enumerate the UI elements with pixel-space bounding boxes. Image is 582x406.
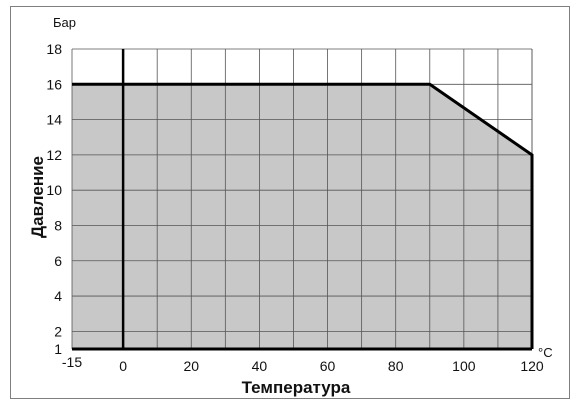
x-tick-label: 100 <box>452 358 476 374</box>
y-tick-label: 8 <box>54 217 62 233</box>
y-tick-label: 2 <box>54 323 62 339</box>
x-tick-label: 60 <box>320 358 336 374</box>
y-tick-label: 1 <box>54 341 62 357</box>
x-tick-label: 20 <box>183 358 199 374</box>
x-tick-label: 120 <box>520 358 544 374</box>
y-axis-title: Давление <box>28 156 47 238</box>
y-tick-label: 16 <box>46 76 62 92</box>
x-tick-label: 40 <box>252 358 268 374</box>
x-unit-label: °C <box>538 345 553 360</box>
x-axis-title: Температура <box>242 378 351 397</box>
y-tick-label: 6 <box>54 253 62 269</box>
pressure-temperature-chart: Бар °C Давление Температура 124681012141… <box>28 15 553 397</box>
operating-area-fill <box>72 84 532 349</box>
x-tick-label: 0 <box>119 358 127 374</box>
x-tick-label: -15 <box>62 354 82 370</box>
y-tick-label: 12 <box>46 147 62 163</box>
y-tick-label: 18 <box>46 41 62 57</box>
x-tick-label: 80 <box>388 358 404 374</box>
y-tick-label: 4 <box>54 288 62 304</box>
y-unit-label: Бар <box>53 15 76 30</box>
y-tick-label: 14 <box>46 112 62 128</box>
pressure-limit-line <box>72 82 534 349</box>
chart-frame: Бар °C Давление Температура 1 2 4 6 8 10 12 14 1… <box>10 6 570 399</box>
y-tick-label: 10 <box>46 182 62 198</box>
